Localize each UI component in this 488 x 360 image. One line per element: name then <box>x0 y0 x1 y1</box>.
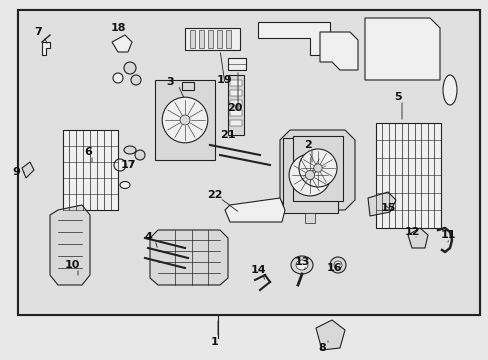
Bar <box>184 28 240 50</box>
Ellipse shape <box>295 260 307 270</box>
Bar <box>18 10 479 315</box>
Text: 13: 13 <box>294 257 309 267</box>
Bar <box>229 100 242 106</box>
Text: 12: 12 <box>404 227 419 237</box>
Text: 2: 2 <box>304 140 311 150</box>
Bar <box>282 138 337 212</box>
Text: 20: 20 <box>227 103 242 113</box>
Bar <box>305 213 314 223</box>
Text: 14: 14 <box>250 265 265 275</box>
Bar <box>18 10 479 315</box>
Polygon shape <box>42 42 50 55</box>
Circle shape <box>313 164 322 172</box>
Circle shape <box>114 159 126 171</box>
Polygon shape <box>258 22 329 55</box>
Circle shape <box>329 257 346 273</box>
Circle shape <box>131 75 141 85</box>
Ellipse shape <box>442 75 456 105</box>
Text: 5: 5 <box>393 92 401 102</box>
Text: 18: 18 <box>110 23 125 33</box>
Bar <box>227 75 244 135</box>
Text: 3: 3 <box>166 77 173 87</box>
Ellipse shape <box>290 256 312 274</box>
Text: 17: 17 <box>120 160 136 170</box>
Bar <box>182 82 194 90</box>
Text: 10: 10 <box>64 260 80 270</box>
Polygon shape <box>22 162 34 178</box>
Text: 11: 11 <box>439 230 455 240</box>
Text: 1: 1 <box>211 337 219 347</box>
Ellipse shape <box>124 146 136 154</box>
Bar <box>227 58 245 70</box>
Circle shape <box>180 115 190 125</box>
Bar <box>292 135 342 201</box>
Bar <box>225 30 230 48</box>
Text: 19: 19 <box>217 75 232 85</box>
Bar <box>190 30 195 48</box>
Bar <box>217 30 222 48</box>
Polygon shape <box>112 35 132 52</box>
Polygon shape <box>367 192 395 216</box>
Text: 8: 8 <box>318 343 325 353</box>
Bar <box>375 122 440 228</box>
Bar <box>207 30 213 48</box>
Polygon shape <box>364 18 439 80</box>
Bar <box>199 30 203 48</box>
Circle shape <box>135 150 145 160</box>
Polygon shape <box>150 230 227 285</box>
Bar <box>229 80 242 86</box>
Bar <box>155 80 215 160</box>
Bar <box>18 10 479 315</box>
Text: 6: 6 <box>84 147 92 157</box>
Text: 21: 21 <box>220 130 235 140</box>
Polygon shape <box>315 320 345 350</box>
Text: 9: 9 <box>12 167 20 177</box>
Bar <box>229 90 242 96</box>
Text: 7: 7 <box>34 27 42 37</box>
Circle shape <box>305 170 314 180</box>
Circle shape <box>124 62 136 74</box>
Bar <box>229 120 242 126</box>
Text: 22: 22 <box>207 190 223 200</box>
Polygon shape <box>319 32 357 70</box>
Circle shape <box>298 149 336 187</box>
Circle shape <box>288 154 330 196</box>
Bar <box>229 110 242 116</box>
Text: 16: 16 <box>326 263 342 273</box>
Text: 4: 4 <box>144 232 152 242</box>
Circle shape <box>333 261 341 269</box>
Polygon shape <box>224 198 285 222</box>
Polygon shape <box>280 130 354 210</box>
Text: 15: 15 <box>380 203 395 213</box>
Bar <box>62 130 117 210</box>
Ellipse shape <box>120 181 130 189</box>
Polygon shape <box>50 205 90 285</box>
Polygon shape <box>407 228 427 248</box>
Circle shape <box>162 97 207 143</box>
Circle shape <box>113 73 123 83</box>
